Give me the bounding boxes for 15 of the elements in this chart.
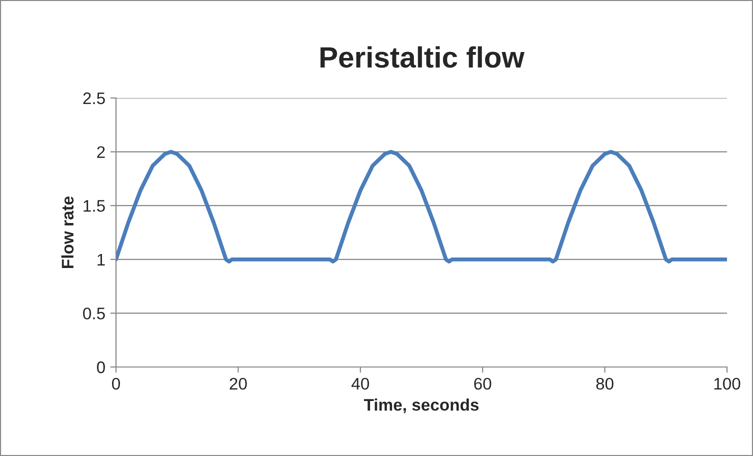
y-tick-label: 1.5: [84, 200, 105, 212]
x-tick-label: 40: [352, 378, 370, 390]
x-tick-label: 80: [596, 378, 614, 390]
x-tick-label: 100: [714, 378, 740, 390]
y-tick-label: 0: [96, 361, 105, 374]
y-tick-label: 0.5: [83, 308, 105, 320]
x-tick-label: 60: [474, 378, 492, 390]
y-tick-label: 2.5: [83, 92, 105, 104]
y-tick-label: 1: [98, 254, 105, 266]
x-axis-title: Time, seconds: [364, 398, 479, 414]
y-tick-label: 2: [97, 146, 105, 158]
x-tick-label: 20: [230, 378, 247, 390]
x-tick-label: 0: [112, 378, 120, 390]
y-axis-title: Flow rate: [61, 196, 74, 268]
chart-title: Peristaltic flow: [320, 46, 524, 68]
